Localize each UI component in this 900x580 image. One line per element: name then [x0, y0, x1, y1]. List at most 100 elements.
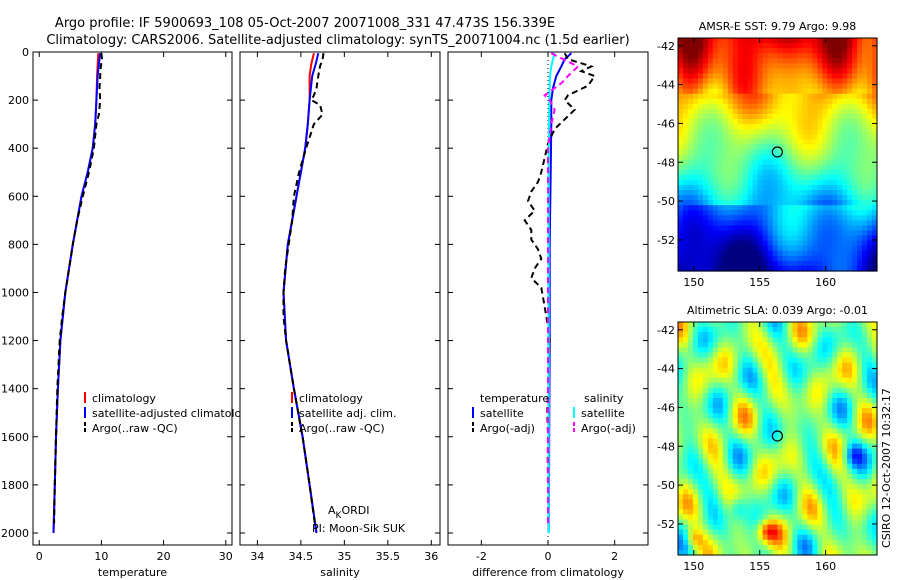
heatmap-cell	[782, 332, 789, 338]
heatmap-cell	[782, 549, 789, 556]
y-tick-label: 400	[8, 142, 29, 155]
heatmap-cell	[837, 327, 843, 333]
heatmap-cell	[702, 48, 709, 54]
heatmap-cell	[767, 403, 774, 409]
heatmap-cell	[732, 468, 739, 475]
series-group	[52, 53, 104, 534]
heatmap-cell	[747, 387, 754, 394]
heatmap-cell	[732, 458, 739, 465]
heatmap-cell	[797, 529, 803, 536]
heatmap-cell	[742, 220, 749, 227]
heatmap-cell	[817, 63, 823, 69]
heatmap-cell	[807, 210, 813, 216]
heatmap-cell	[687, 215, 694, 221]
heatmap-cell	[722, 255, 729, 262]
heatmap-cell	[692, 418, 699, 424]
heatmap-cell	[722, 377, 729, 384]
heatmap-cell	[692, 337, 699, 343]
heatmap-cell	[717, 220, 724, 227]
heatmap-cell	[727, 134, 734, 140]
heatmap-cell	[827, 549, 833, 556]
heatmap-cell	[837, 144, 843, 151]
heatmap-cell	[817, 98, 823, 105]
heatmap-cell	[767, 544, 774, 551]
heatmap-cell	[742, 544, 749, 551]
heatmap-cell	[852, 184, 858, 191]
heatmap-cell	[727, 124, 734, 130]
heatmap-cell	[802, 438, 808, 445]
heatmap-cell	[692, 164, 699, 171]
heatmap-cell	[702, 479, 709, 485]
heatmap-cell	[832, 240, 838, 247]
heatmap-cell	[757, 98, 764, 105]
heatmap-cell	[742, 144, 749, 151]
heatmap-cell	[757, 88, 764, 95]
heatmap-cell	[767, 230, 774, 237]
heatmap-cell	[692, 215, 699, 221]
heatmap-cell	[772, 63, 779, 69]
heatmap-cell	[762, 534, 769, 541]
heatmap-cell	[777, 463, 784, 470]
heatmap-cell	[687, 260, 694, 267]
temperature-panel: 0 10 20 30temperature0200400600800100012001…	[1, 46, 255, 579]
heatmap-cell	[812, 154, 818, 161]
heatmap-cell	[807, 357, 813, 364]
heatmap-cell	[772, 509, 779, 516]
heatmap-cell	[822, 179, 828, 186]
heatmap-cell	[742, 479, 749, 485]
heatmap-cell	[742, 129, 749, 135]
heatmap-cell	[802, 113, 808, 120]
heatmap-cell	[727, 322, 734, 328]
heatmap-cell	[832, 332, 838, 338]
heatmap-cell	[867, 78, 873, 85]
heatmap-cell	[822, 357, 828, 364]
heatmap-cell	[862, 98, 868, 105]
heatmap-cell	[767, 154, 774, 161]
heatmap-cell	[752, 58, 759, 64]
heatmap-cell	[827, 210, 833, 216]
heatmap-cell	[717, 174, 724, 181]
heatmap-cell	[722, 240, 729, 247]
heatmap-cell	[702, 529, 709, 536]
heatmap-cell	[772, 372, 779, 379]
heatmap-cell	[732, 438, 739, 445]
heatmap-cell	[787, 352, 794, 359]
heatmap-cell	[777, 174, 784, 181]
heatmap-cell	[867, 347, 873, 353]
heatmap-cell	[732, 549, 739, 556]
heatmap-cell	[792, 418, 798, 424]
heatmap-cell	[717, 544, 724, 551]
heatmap-cell	[702, 159, 709, 166]
heatmap-cell	[757, 113, 764, 120]
heatmap-cell	[852, 479, 858, 485]
heatmap-cell	[837, 529, 843, 536]
heatmap-cell	[717, 83, 724, 90]
salinity-panel: 34 34.5 35 35.5 36salinityclimatologysatelli…	[239, 51, 441, 579]
heatmap-cell	[837, 342, 843, 348]
heatmap-cell	[678, 240, 684, 247]
heatmap-cell	[767, 139, 774, 145]
heatmap-cell	[678, 504, 684, 511]
heatmap-cell	[737, 539, 744, 546]
heatmap-cell	[762, 38, 769, 44]
heatmap-cell	[717, 529, 724, 536]
heatmap-cell	[762, 544, 769, 551]
heatmap-cell	[692, 489, 699, 495]
heatmap-cell	[707, 200, 714, 206]
heatmap-cell	[812, 463, 818, 470]
heatmap-cell	[842, 509, 848, 516]
heatmap-cell	[772, 453, 779, 460]
heatmap-cell	[772, 514, 779, 521]
heatmap-cell	[767, 58, 774, 64]
heatmap-cell	[867, 225, 873, 232]
heatmap-cell	[722, 205, 729, 211]
heatmap-cell	[777, 413, 784, 419]
heatmap-cell	[812, 433, 818, 440]
heatmap-cell	[817, 83, 823, 90]
heatmap-cell	[682, 408, 689, 414]
legend-label-0: climatology	[299, 392, 363, 405]
heatmap-cell	[867, 159, 873, 166]
heatmap-cell	[757, 357, 764, 364]
heatmap-cell	[867, 342, 873, 348]
heatmap-cell	[817, 468, 823, 475]
